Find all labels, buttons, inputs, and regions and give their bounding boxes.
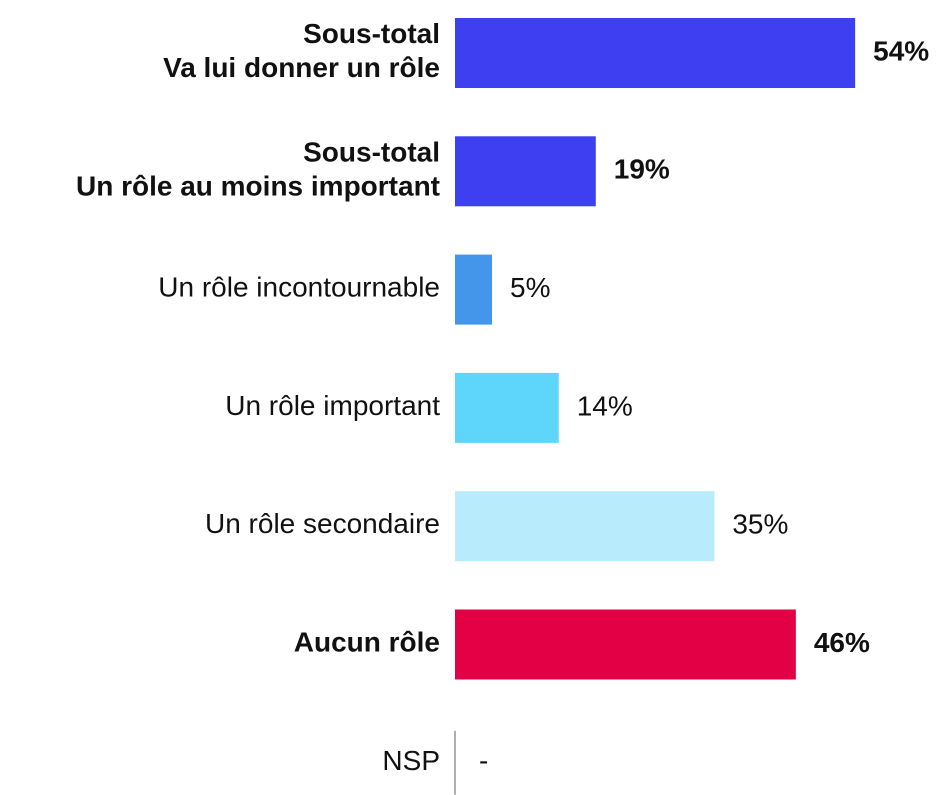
category-label: Aucun rôle xyxy=(294,627,440,658)
bar xyxy=(455,254,493,325)
category-label: Sous-total Va lui donner un rôle xyxy=(163,18,440,83)
bar xyxy=(455,609,796,680)
value-label: - xyxy=(479,745,488,776)
category-label: Un rôle secondaire xyxy=(205,509,440,540)
bar xyxy=(455,18,856,88)
value-label: 54% xyxy=(873,35,929,66)
value-label: 19% xyxy=(614,154,670,185)
value-label: 14% xyxy=(577,390,633,421)
bar xyxy=(455,136,596,207)
category-label: Un rôle incontournable xyxy=(158,272,440,303)
value-label: 35% xyxy=(732,509,788,540)
bar xyxy=(455,372,559,443)
value-label: 5% xyxy=(510,272,550,303)
category-label: Sous-total Un rôle au moins important xyxy=(76,137,440,202)
category-label: NSP xyxy=(382,745,440,776)
category-label: Un rôle important xyxy=(225,390,440,421)
bar xyxy=(455,491,715,562)
value-label: 46% xyxy=(814,627,870,658)
